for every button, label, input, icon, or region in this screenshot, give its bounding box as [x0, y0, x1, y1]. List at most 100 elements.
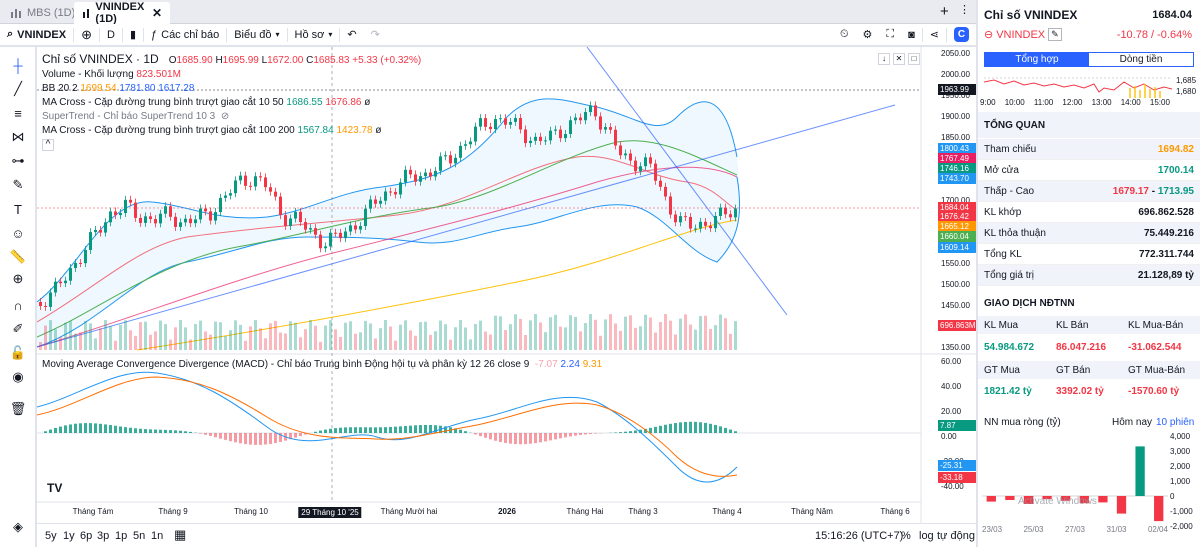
macd-bar: [114, 425, 117, 433]
net-today-toggle[interactable]: Hôm nay: [1112, 417, 1153, 428]
macd-bar: [634, 430, 637, 433]
profile-dropdown[interactable]: Hồ sơ ▾: [288, 24, 340, 46]
candle: [354, 225, 357, 230]
zoom-icon[interactable]: ⊕: [12, 271, 24, 286]
share-button[interactable]: ⋖: [923, 24, 946, 46]
tab-cashflow[interactable]: Dòng tiền: [1119, 54, 1163, 65]
trendline-down[interactable]: [586, 47, 788, 316]
volume-bar: [124, 320, 127, 350]
add-tab-icon[interactable]: +: [940, 3, 949, 20]
macd-bar: [424, 424, 427, 433]
tab-vnindex[interactable]: VNINDEX (1D) ✕: [74, 1, 170, 25]
crosshair-icon[interactable]: ┼: [13, 57, 23, 73]
macd-axis[interactable]: 60.0040.0020.000.00-20.00-40.007.87-25.3…: [921, 354, 976, 502]
pattern-icon[interactable]: ⋈: [11, 129, 25, 144]
percent-toggle[interactable]: %: [901, 530, 911, 542]
mini-x-4: 13:00: [1091, 98, 1112, 107]
macd-bar: [464, 431, 467, 433]
compare-button[interactable]: ⊕: [74, 24, 99, 46]
row-low-high: Thấp - Cao 1679.17 - 1713.95: [978, 181, 1200, 202]
undo-button[interactable]: ↶: [340, 24, 363, 46]
volume-bar: [219, 322, 222, 350]
move-down-icon[interactable]: ↓: [878, 53, 890, 65]
candle: [509, 121, 512, 125]
trendline-icon[interactable]: ╱: [14, 81, 22, 96]
eye-hidden-icon[interactable]: ⊘: [220, 111, 230, 122]
macd-bar: [79, 423, 82, 433]
more-icon[interactable]: ⋮: [959, 4, 970, 16]
legend-supertrend[interactable]: SuperTrend - Chỉ báo SuperTrend 10 3 ⊘: [42, 111, 421, 122]
redo-button[interactable]: ↷: [364, 24, 387, 46]
close-pane-icon[interactable]: ✕: [893, 53, 905, 65]
range-1y[interactable]: 1y: [63, 530, 75, 542]
indicators-button[interactable]: ƒ Các chỉ báo: [144, 24, 226, 46]
range-3p[interactable]: 3p: [97, 530, 110, 542]
layers-icon[interactable]: ◈: [13, 519, 23, 534]
chart-area[interactable]: TV Chỉ số VNINDEX · 1D O1685.90 H1695.99…: [37, 47, 976, 523]
stay-drawing-icon[interactable]: ✐: [12, 321, 24, 336]
time-axis-label: 2026: [498, 507, 516, 516]
brand-button[interactable]: C: [947, 24, 976, 46]
time-axis[interactable]: Tháng Tám Tháng 9 Tháng 10 29 Tháng 10 '25 T…: [37, 507, 921, 521]
fib-icon[interactable]: ≡: [14, 105, 22, 121]
magnet-icon[interactable]: ∩: [13, 297, 23, 313]
volume-bar: [149, 334, 152, 350]
range-1p[interactable]: 1p: [115, 530, 128, 542]
mini-y-1: 1,685: [1176, 76, 1197, 85]
macd-bar: [574, 433, 577, 436]
time-axis-label: Tháng 4: [712, 507, 742, 516]
clock-time[interactable]: 15:16:26 (UTC+7): [815, 530, 904, 542]
legend-ma2[interactable]: MA Cross - Cặp đường trung bình trượt gi…: [42, 125, 421, 136]
brush-icon[interactable]: ✎: [12, 177, 24, 192]
chart-legend: Chỉ số VNINDEX · 1D O1685.90 H1695.99 L1…: [42, 52, 421, 151]
macd-bar: [714, 424, 717, 433]
edit-icon[interactable]: ✎: [1048, 28, 1062, 41]
ruler-icon[interactable]: 📏: [9, 249, 27, 264]
collapse-legend-icon[interactable]: ^: [42, 139, 54, 151]
time-axis-label: Tháng Tám: [72, 507, 114, 516]
candle: [159, 213, 162, 224]
price-axis[interactable]: 2050.00 2000.00 1950.00 1900.00 1850.001800.…: [921, 47, 976, 354]
settings-button[interactable]: ⚙: [856, 24, 880, 46]
range-5y[interactable]: 5y: [45, 530, 57, 542]
volume-bar: [314, 325, 317, 350]
eye-icon[interactable]: ◉: [12, 369, 24, 384]
macd-bar: [204, 433, 207, 435]
macd-legend[interactable]: Moving Average Convergence Divergence (M…: [42, 359, 602, 370]
range-6p[interactable]: 6p: [80, 530, 93, 542]
volume-bar: [549, 317, 552, 350]
trendline-up[interactable]: [37, 104, 896, 348]
calendar-icon[interactable]: ▦: [174, 527, 187, 542]
price-chart-canvas[interactable]: TV: [37, 47, 976, 523]
log-toggle[interactable]: log: [919, 530, 934, 542]
tab-overview[interactable]: Tổng hợp: [985, 53, 1089, 66]
macd-bar: [239, 433, 242, 444]
net-10-toggle[interactable]: 10 phiên: [1156, 417, 1195, 428]
close-icon[interactable]: ✕: [151, 6, 162, 20]
volume-bar: [84, 320, 87, 350]
volume-bar: [109, 326, 112, 350]
screenshot-button[interactable]: ◙: [901, 24, 922, 46]
fullscreen-button[interactable]: ⛶: [879, 24, 901, 46]
legend-volume[interactable]: Volume - Khối lượng 823.501M: [42, 69, 421, 80]
prediction-icon[interactable]: ⊶: [11, 153, 25, 168]
macd-bar: [339, 427, 342, 433]
symbol-search[interactable]: ⌕ VNINDEX: [0, 24, 73, 46]
volume-bar: [509, 324, 512, 350]
range-1n[interactable]: 1n: [151, 530, 164, 542]
chart-type-dropdown[interactable]: Biểu đồ ▾: [227, 24, 286, 46]
macd-bar: [64, 425, 67, 433]
range-5n[interactable]: 5n: [133, 530, 146, 542]
maximize-pane-icon[interactable]: □: [908, 53, 920, 65]
tab-mbs[interactable]: MBS (1D): [2, 2, 83, 24]
text-icon[interactable]: T: [14, 201, 22, 217]
legend-ma1[interactable]: MA Cross - Cặp đường trung bình trượt gi…: [42, 97, 421, 108]
alert-button[interactable]: ⏲: [833, 24, 856, 46]
legend-bb[interactable]: BB 20 2 1699.54 1781.80 1617.28: [42, 83, 421, 94]
auto-toggle[interactable]: tự động: [937, 530, 975, 542]
trash-icon[interactable]: 🗑: [9, 401, 27, 416]
chart-style-button[interactable]: ▮: [123, 24, 143, 46]
emoji-icon[interactable]: ☺: [11, 225, 25, 241]
lock-icon[interactable]: 🔓: [9, 345, 27, 360]
interval-button[interactable]: D: [106, 28, 115, 41]
